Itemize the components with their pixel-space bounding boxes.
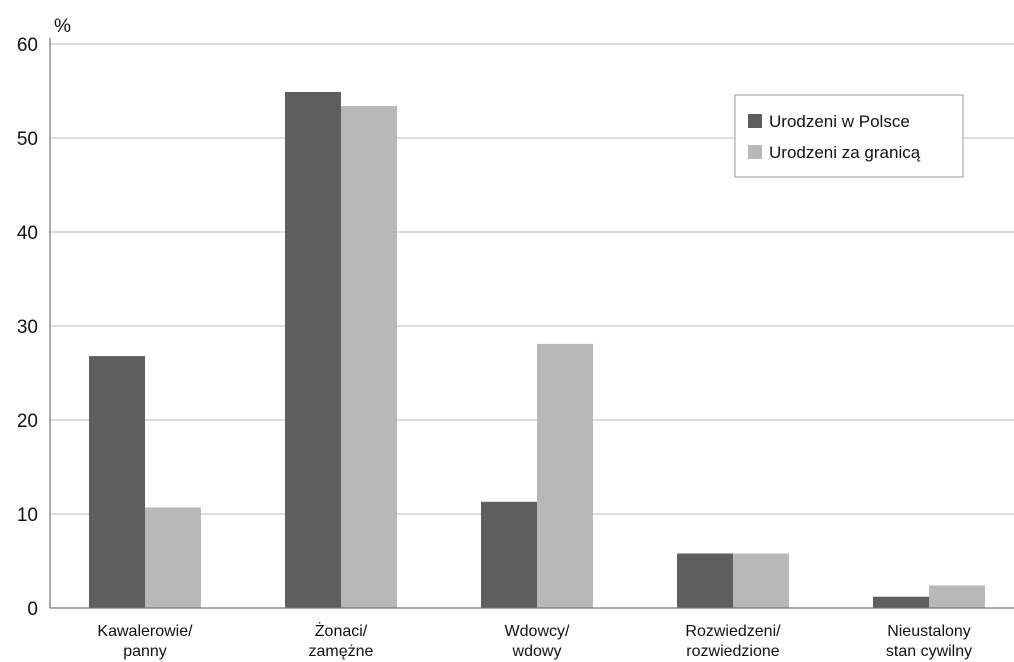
y-tick-label: 10 — [17, 505, 38, 526]
y-tick-label: 40 — [17, 223, 38, 244]
bar-urodzeni-w-polsce — [285, 91, 341, 608]
y-tick-label: 0 — [27, 599, 38, 620]
axes — [49, 38, 1014, 609]
legend-swatch-urodzeni-w-polsce — [748, 114, 762, 128]
bar-urodzeni-za-granica — [537, 343, 593, 608]
y-tick-label: 20 — [17, 411, 38, 432]
x-category-label: Żonaci/zamężne — [309, 621, 374, 660]
y-tick-label: 50 — [17, 129, 38, 150]
bar-urodzeni-w-polsce — [89, 356, 145, 608]
y-tick-label: 60 — [17, 35, 38, 56]
x-category-label: Kawalerowie/panny — [97, 623, 193, 660]
legend: Urodzeni w Polsce Urodzeni za granicą — [734, 94, 964, 178]
bar-urodzeni-za-granica — [145, 507, 201, 608]
bar-urodzeni-za-granica — [929, 585, 985, 608]
y-tick-label: 30 — [17, 317, 38, 338]
bars — [89, 91, 985, 608]
x-category-label: Nieustalony stan cywilny — [886, 623, 972, 660]
bar-urodzeni-w-polsce — [481, 501, 537, 608]
legend-label-urodzeni-za-granica: Urodzeni za granicą — [769, 143, 921, 162]
legend-swatch-urodzeni-za-granica — [748, 145, 762, 159]
x-axis-categories: Kawalerowie/panny Żonaci/zamężne Wdowcy/wd… — [97, 621, 972, 660]
y-axis-label: % — [54, 16, 71, 37]
bar-urodzeni-za-granica — [733, 553, 789, 608]
bar-urodzeni-w-polsce — [873, 596, 929, 608]
legend-label-urodzeni-w-polsce: Urodzeni w Polsce — [769, 112, 910, 131]
x-category-label: Rozwiedzeni/rozwiedzione — [685, 623, 781, 660]
bar-urodzeni-w-polsce — [677, 553, 733, 608]
x-category-label: Wdowcy/wdowy — [505, 623, 570, 660]
y-axis-ticks: 0 10 20 30 40 50 60 — [17, 35, 38, 620]
bar-urodzeni-za-granica — [341, 106, 397, 608]
legend-box — [734, 94, 964, 178]
grid-lines — [50, 43, 1014, 515]
